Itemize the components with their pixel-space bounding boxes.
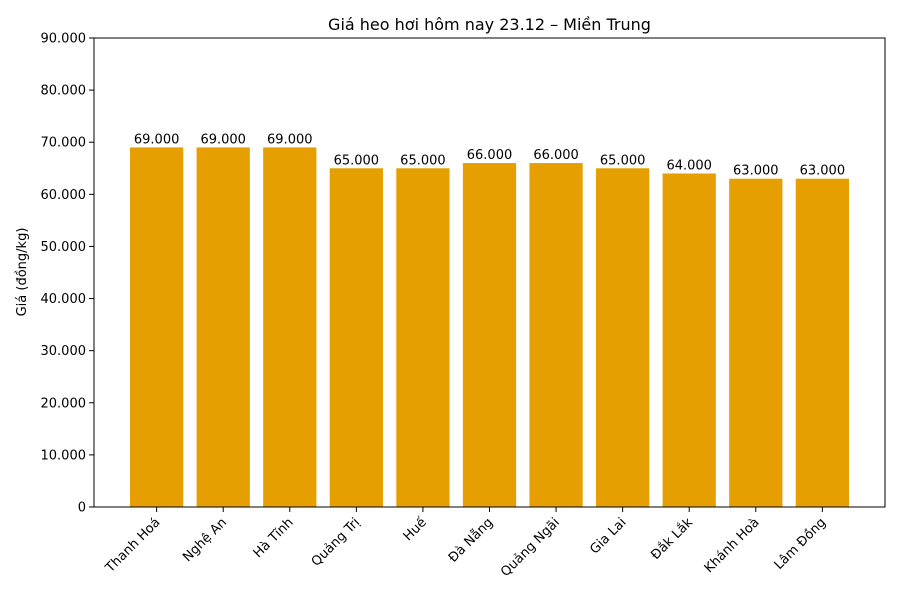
y-tick-label: 50.000 [41, 240, 87, 255]
x-tick-label: Đà Nẵng [446, 515, 496, 565]
bar [729, 178, 783, 507]
bar [795, 178, 849, 507]
bar [462, 163, 517, 508]
x-tick-label: Khánh Hoà [702, 515, 763, 576]
bar-value-label: 66.000 [533, 148, 579, 163]
data-labels-group: 69.000 69.000 69.000 65.000 65.000 66.000 66.0… [134, 132, 845, 178]
x-tick-label: Lâm Đồng [772, 515, 830, 573]
chart-title: Giá heo hơi hôm nay 23.12 – Miền Trung [328, 15, 651, 34]
y-tick-label: 40.000 [41, 292, 87, 307]
bar [263, 147, 317, 507]
bar [662, 173, 716, 507]
y-tick-label: 60.000 [41, 188, 87, 203]
x-tick-label: Thanh Hoá [102, 515, 163, 576]
y-tick-label: 0 [78, 501, 86, 516]
x-tick-label: Hà Tĩnh [251, 515, 297, 561]
y-axis: 0 10.000 20.000 30.000 40.000 50.000 60.000 70.… [41, 32, 94, 516]
y-tick-label: 10.000 [41, 448, 87, 463]
bar-value-label: 65.000 [334, 153, 380, 168]
y-tick-label: 20.000 [41, 396, 87, 411]
bar-value-label: 64.000 [666, 158, 712, 173]
y-axis-label: Giá (đồng/kg) [15, 228, 30, 317]
bar [529, 163, 583, 508]
y-tick-label: 30.000 [41, 344, 87, 359]
bar-value-label: 69.000 [200, 132, 246, 147]
bar-value-label: 63.000 [800, 164, 846, 179]
y-tick-label: 70.000 [41, 136, 87, 151]
bar-value-label: 69.000 [267, 132, 313, 147]
bar-value-label: 65.000 [600, 153, 646, 168]
bar-value-label: 66.000 [467, 148, 513, 163]
x-tick-label: Quảng Ngãi [498, 515, 563, 580]
bar-value-label: 65.000 [400, 153, 446, 168]
x-tick-label: Quảng Trị [309, 515, 363, 569]
bar [329, 168, 383, 507]
x-tick-label: Nghệ An [180, 515, 230, 565]
bars-group [130, 147, 849, 508]
plot-frame [93, 37, 886, 508]
bar [596, 168, 650, 507]
y-tick-label: 90.000 [41, 32, 87, 47]
bar [196, 147, 250, 507]
bar [396, 168, 450, 507]
x-tick-label: Đắk Lắk [648, 515, 696, 563]
x-tick-label: Huế [401, 515, 430, 544]
bar-value-label: 69.000 [134, 132, 180, 147]
x-axis: Thanh Hoá Nghệ An Hà Tĩnh Quảng Trị Huế Đà Nẵ… [102, 507, 829, 580]
bar-value-label: 63.000 [733, 164, 779, 179]
y-tick-label: 80.000 [41, 84, 87, 99]
x-tick-label: Gia Lai [587, 515, 629, 557]
bar [130, 147, 184, 507]
